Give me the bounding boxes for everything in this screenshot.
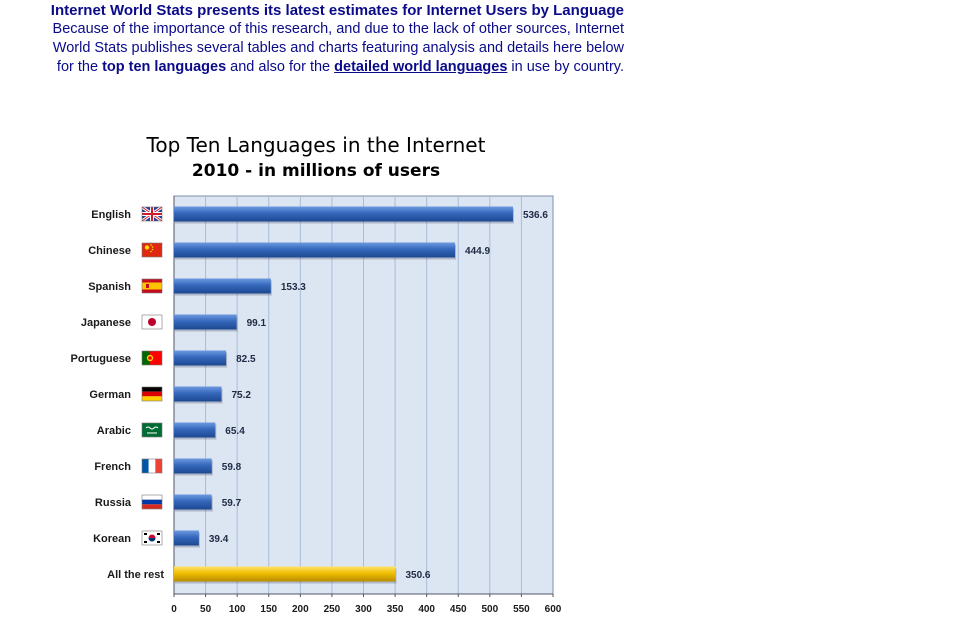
germany-flag-icon <box>141 386 163 402</box>
intro-line-3-post: in use by country. <box>507 59 624 75</box>
bar-english <box>174 206 513 222</box>
x-tick-label: 200 <box>292 604 309 615</box>
detailed-world-languages-link[interactable]: detailed world languages <box>334 59 508 75</box>
x-tick-label: 50 <box>200 604 212 615</box>
value-labels: 536.6 444.9 153.3 99.1 82.5 75.2 65.4 59.8 59.7 3… <box>209 210 549 581</box>
value-label: 65.4 <box>225 426 245 437</box>
category-label: Chinese <box>88 245 131 257</box>
bars <box>174 206 514 584</box>
category-label: Korean <box>93 533 131 545</box>
x-tick-label: 600 <box>545 604 562 615</box>
china-flag-icon <box>141 242 163 258</box>
flag-icons <box>141 205 163 546</box>
x-tick-label: 100 <box>229 604 246 615</box>
intro-line-1: Because of the importance of this resear… <box>52 21 624 37</box>
russia-flag-icon <box>141 494 163 510</box>
bar-japanese <box>174 314 237 330</box>
saudi-arabia-flag-icon <box>141 422 163 438</box>
intro-line-2: World Stats publishes several tables and… <box>52 40 624 56</box>
intro-line-3-mid: and also for the <box>226 59 335 75</box>
x-tick-label: 450 <box>450 604 467 615</box>
x-tick-label: 300 <box>355 604 372 615</box>
x-tick-label: 350 <box>387 604 404 615</box>
value-label: 99.1 <box>247 318 267 329</box>
bar-arabic <box>174 422 216 438</box>
x-tick-label: 400 <box>418 604 435 615</box>
intro-text: Internet World Stats presents its latest… <box>10 1 624 77</box>
category-label: Arabic <box>97 425 131 437</box>
value-label: 39.4 <box>209 534 229 545</box>
japan-flag-icon <box>141 314 163 330</box>
category-labels: English Chinese Spanish Japanese Portuguese G… <box>70 209 164 581</box>
x-tick-label: 150 <box>260 604 277 615</box>
uk-flag-icon <box>141 205 163 223</box>
france-flag-icon <box>141 458 163 474</box>
value-label: 82.5 <box>236 354 256 365</box>
korea-flag-icon <box>141 530 163 546</box>
value-label: 75.2 <box>232 390 252 401</box>
bar-russia <box>174 494 212 510</box>
portugal-flag-icon <box>141 350 163 366</box>
spain-flag-icon <box>141 278 163 294</box>
category-label: Japanese <box>81 317 131 329</box>
bar-german <box>174 386 222 402</box>
intro-headline: Internet World Stats presents its latest… <box>50 2 624 19</box>
bar-spanish <box>174 278 271 294</box>
value-label: 59.7 <box>222 498 242 509</box>
value-label: 153.3 <box>281 282 306 293</box>
bar-chinese <box>174 242 456 258</box>
value-label: 59.8 <box>222 462 242 473</box>
bar-portuguese <box>174 350 227 366</box>
top-ten-languages-text: top ten languages <box>102 59 227 75</box>
category-label: All the rest <box>107 569 164 581</box>
x-tick-label: 500 <box>481 604 498 615</box>
chart-subtitle: 2010 - in millions of users <box>192 161 440 181</box>
intro-line-3: for the top ten languages and also for t… <box>10 58 624 77</box>
chart-title: Top Ten Languages in the Internet <box>146 133 486 157</box>
value-label: 444.9 <box>465 246 490 257</box>
bar-all-the-rest <box>174 566 396 582</box>
value-label: 350.6 <box>405 570 430 581</box>
x-tick-label: 250 <box>324 604 341 615</box>
category-label: English <box>91 209 131 221</box>
category-label: French <box>94 461 131 473</box>
bar-french <box>174 458 212 474</box>
value-label: 536.6 <box>523 210 548 221</box>
category-label: Spanish <box>88 281 131 293</box>
intro-line-3-pre: for the <box>56 59 103 75</box>
category-label: Russia <box>95 497 132 509</box>
bar-korean <box>174 530 199 546</box>
x-tick-label: 550 <box>513 604 530 615</box>
x-axis-ticks: 0 50 100 150 200 250 300 350 400 450 500 550 600 <box>171 594 562 615</box>
category-label: Portuguese <box>70 353 131 365</box>
x-tick-label: 0 <box>171 604 177 615</box>
category-label: German <box>89 389 131 401</box>
